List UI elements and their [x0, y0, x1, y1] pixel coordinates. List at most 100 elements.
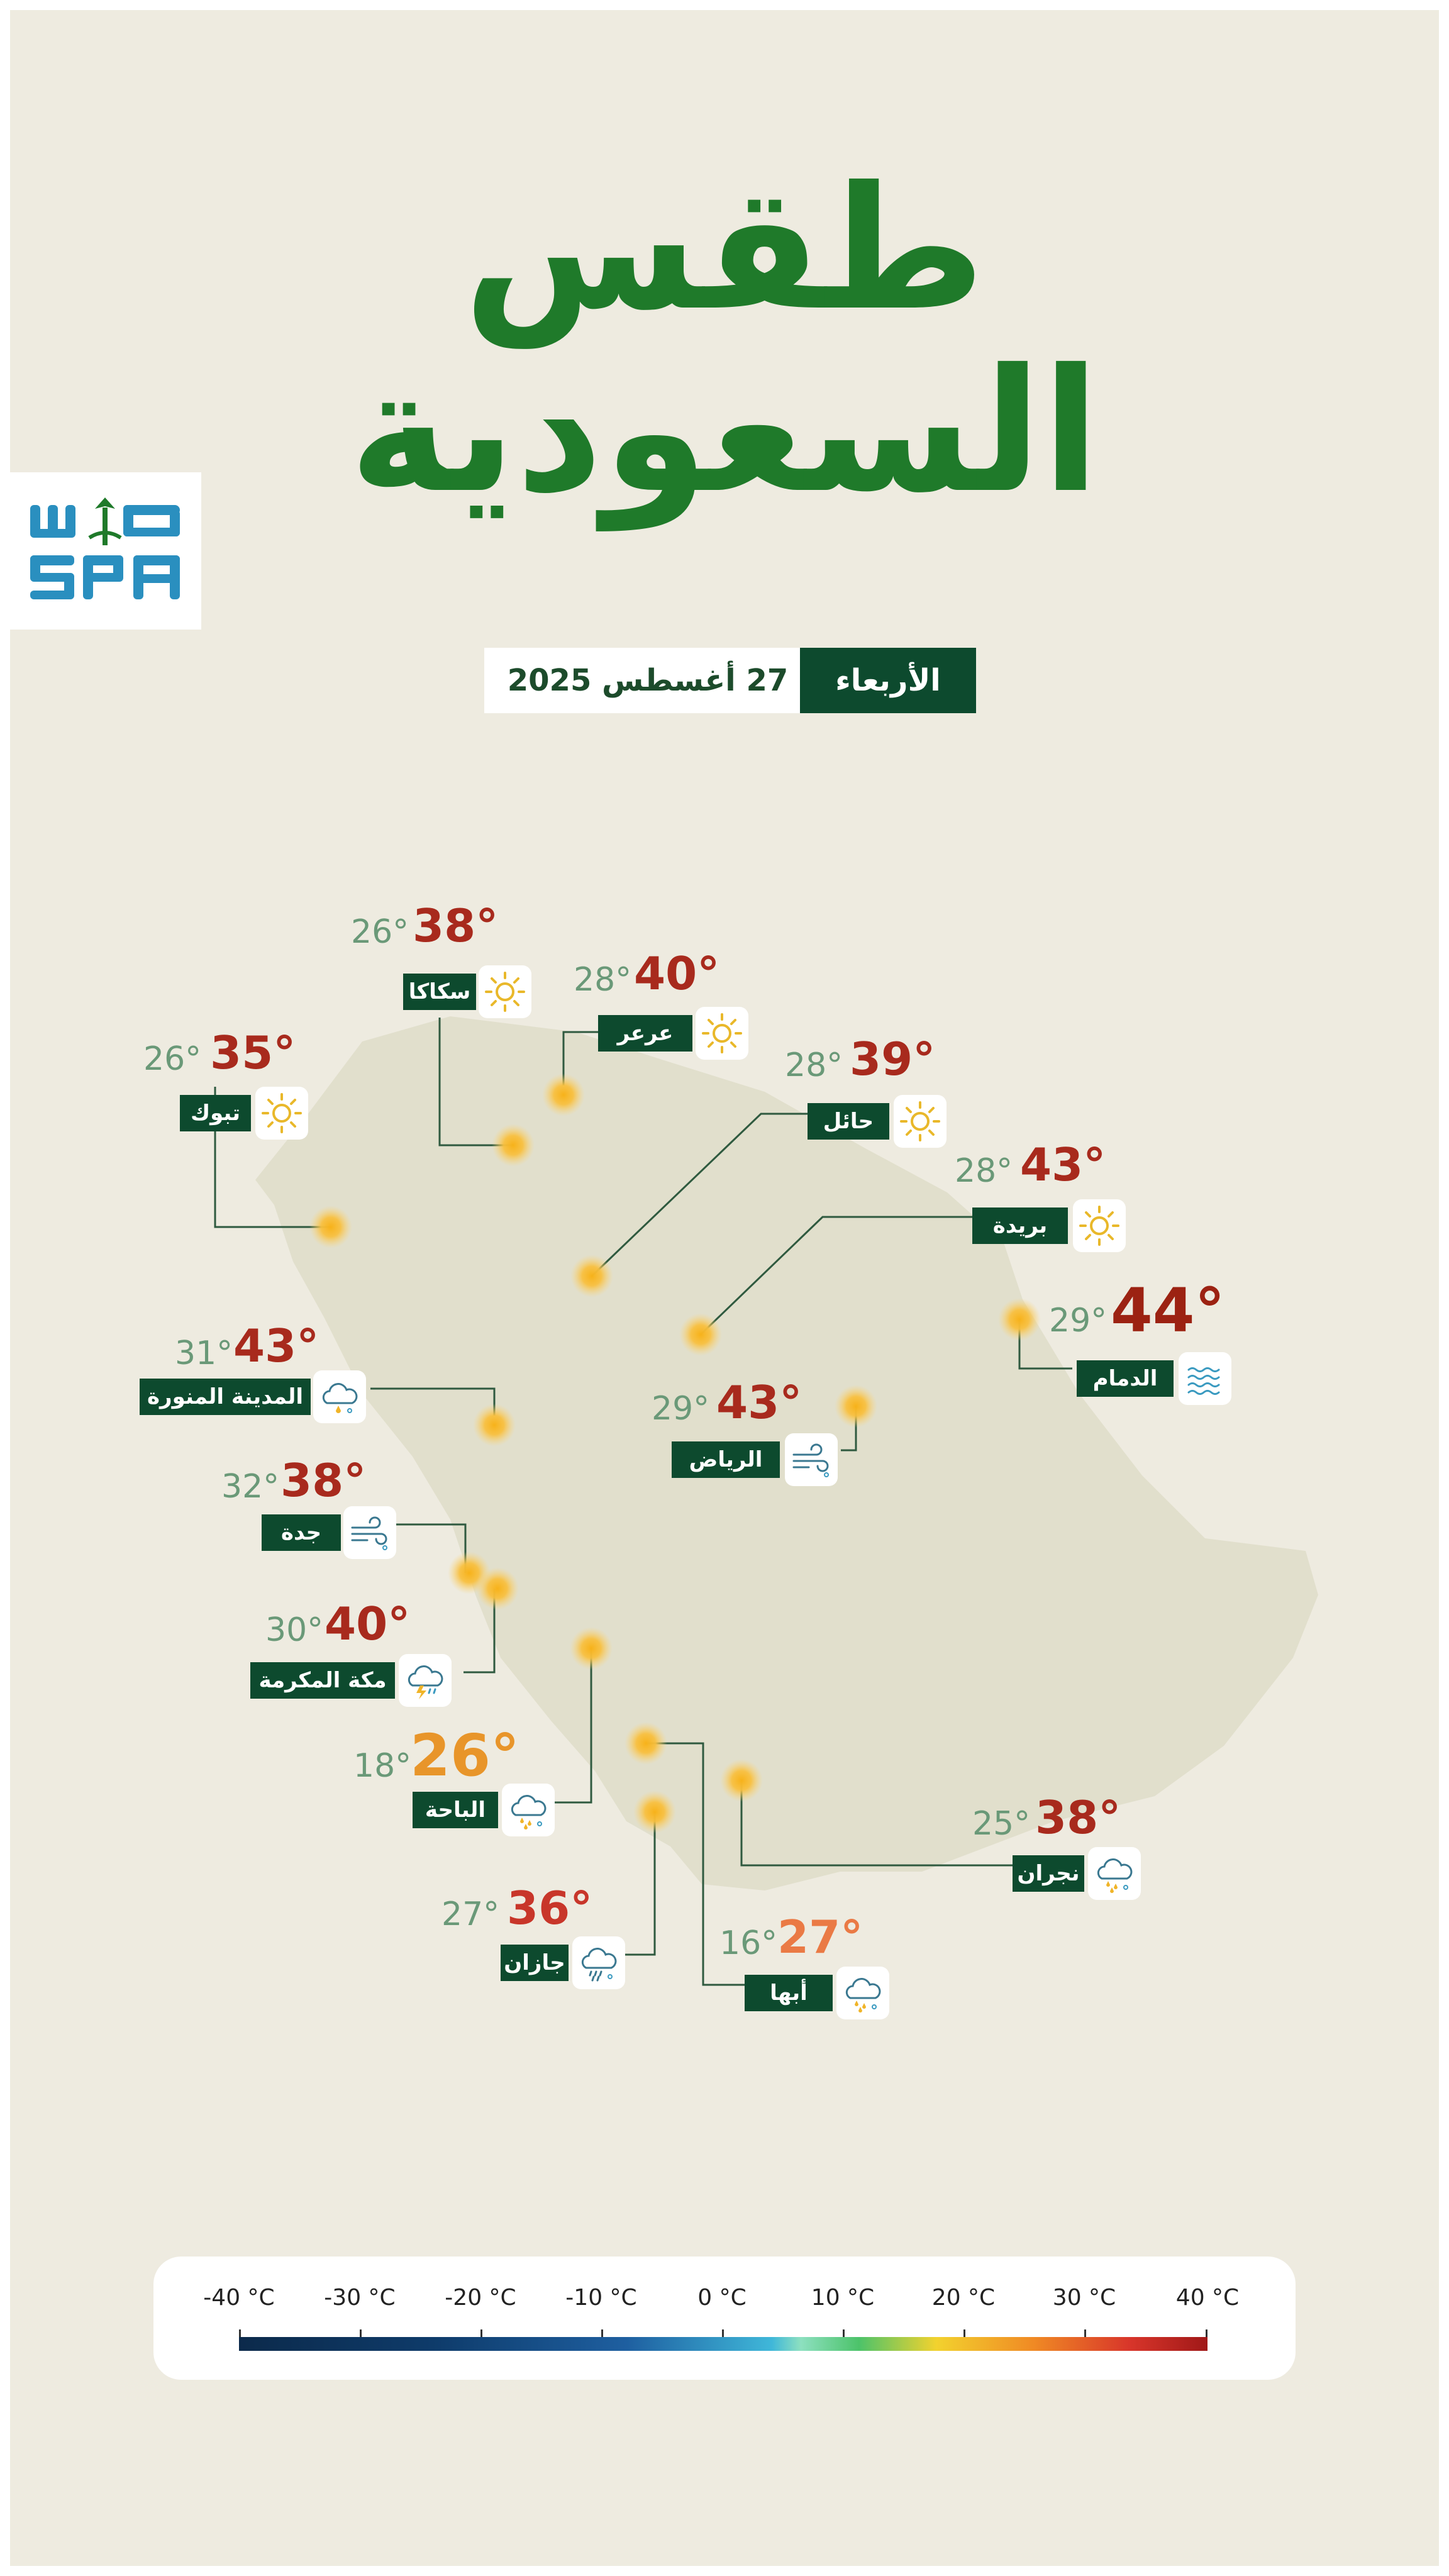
city-low-temp: 26° [143, 1040, 202, 1078]
city-low-temp: 28° [785, 1046, 843, 1084]
city-label-sakaka: سكاكا [403, 974, 476, 1010]
city-high-temp: 27° [777, 1911, 863, 1963]
city-high-temp: 38° [413, 899, 499, 952]
city-low-temp: 29° [1049, 1302, 1108, 1340]
city-label-hail: حائل [808, 1103, 889, 1140]
legend-label: 0 °C [697, 2285, 747, 2311]
haze-icon [1179, 1352, 1231, 1405]
sun-icon [894, 1095, 947, 1148]
legend-label: 10 °C [811, 2285, 875, 2311]
connector-najran [740, 1780, 1013, 1867]
infographic-page: طقس السعودية [10, 10, 1439, 2566]
connector-buraidah [699, 1216, 972, 1336]
cloud-rain-icon [1088, 1847, 1141, 1900]
city-high-temp: 38° [1035, 1791, 1121, 1844]
spa-logo [10, 472, 201, 630]
city-label-baha: الباحة [413, 1792, 498, 1828]
date-label: 27 أغسطس 2025 [484, 648, 811, 713]
city-label-madinah: المدينة المنورة [140, 1379, 311, 1415]
legend-tick [480, 2329, 482, 2337]
city-low-temp: 32° [221, 1468, 280, 1506]
cloud-rain-icon [836, 1967, 889, 2019]
city-low-temp: 28° [955, 1152, 1013, 1190]
city-dot [633, 1790, 676, 1833]
connector-baha [555, 1648, 592, 1804]
city-high-temp: 36° [507, 1882, 593, 1935]
cloud-showers-icon [572, 1936, 625, 1989]
connector-abha [646, 1742, 745, 1986]
city-label-abha: أبها [745, 1975, 833, 2011]
city-low-temp: 29° [652, 1390, 710, 1428]
city-high-temp: 35° [210, 1026, 296, 1079]
city-dot [679, 1313, 722, 1356]
cloud-rain-icon [502, 1784, 555, 1836]
city-dot [542, 1074, 585, 1116]
city-low-temp: 27° [441, 1896, 500, 1933]
city-label-jazan: جازان [501, 1945, 569, 1981]
legend-label: -20 °C [445, 2285, 516, 2311]
legend-label: 40 °C [1175, 2285, 1240, 2311]
city-low-temp: 25° [972, 1805, 1031, 1843]
connector-jazan [625, 1812, 656, 1956]
legend-tick [963, 2329, 965, 2337]
city-low-temp: 18° [353, 1747, 412, 1785]
legend-color-bar [239, 2337, 1208, 2351]
city-low-temp: 26° [351, 913, 409, 951]
city-label-tabuk: تبوك [180, 1095, 251, 1131]
connector-sakaka [438, 1018, 513, 1146]
legend-label: -30 °C [324, 2285, 396, 2311]
city-label-jeddah: جدة [262, 1514, 341, 1551]
saudi-map [214, 1016, 1318, 1986]
city-dot [835, 1385, 877, 1428]
legend-label: 20 °C [931, 2285, 996, 2311]
legend-tick [1206, 2329, 1208, 2337]
connector-arar [562, 1031, 598, 1085]
city-low-temp: 16° [719, 1924, 778, 1962]
city-low-temp: 31° [175, 1335, 233, 1372]
city-dot [492, 1124, 535, 1167]
cloud-drizzle-icon [313, 1370, 366, 1423]
title-line-1: طقس [463, 150, 986, 348]
legend-label: 30 °C [1052, 2285, 1116, 2311]
city-dot [570, 1255, 613, 1297]
temperature-legend: -40 °C -30 °C -20 °C -10 °C 0 °C 10 °C 2… [153, 2257, 1296, 2380]
legend-tick [360, 2329, 362, 2337]
city-high-temp: 44° [1111, 1275, 1225, 1346]
city-high-temp: 43° [233, 1319, 319, 1372]
city-high-temp: 40° [634, 947, 720, 1000]
thunderstorm-icon [399, 1654, 452, 1707]
city-dot [625, 1722, 667, 1765]
city-dot [473, 1404, 516, 1446]
legend-tick [722, 2329, 724, 2337]
legend-tick [1084, 2329, 1086, 2337]
wind-icon [343, 1506, 396, 1559]
sun-icon [1073, 1199, 1126, 1252]
city-high-temp: 39° [850, 1033, 936, 1085]
connector-hail [591, 1113, 808, 1277]
legend-label: -10 °C [565, 2285, 637, 2311]
sun-icon [255, 1087, 308, 1140]
city-label-dammam: الدمام [1077, 1360, 1174, 1397]
city-dots [309, 1074, 1041, 1833]
city-high-temp: 43° [716, 1376, 802, 1429]
city-dot [476, 1567, 519, 1610]
legend-tick [601, 2329, 603, 2337]
sun-icon [696, 1007, 748, 1060]
legend-label: -40 °C [203, 2285, 275, 2311]
city-high-temp: 40° [325, 1597, 411, 1650]
city-high-temp: 26° [410, 1722, 520, 1789]
city-label-arar: عرعر [598, 1015, 692, 1052]
legend-tick [239, 2329, 241, 2337]
wind-icon [785, 1433, 838, 1486]
sun-icon [479, 965, 531, 1018]
city-dot [570, 1627, 613, 1670]
city-low-temp: 28° [574, 961, 632, 999]
day-label: الأربعاء [800, 648, 976, 713]
title-line-2: السعودية [348, 332, 1101, 530]
city-dot [309, 1206, 352, 1248]
legend-tick [843, 2329, 845, 2337]
city-label-makkah: مكة المكرمة [250, 1662, 395, 1699]
city-label-riyadh: الرياض [672, 1441, 780, 1478]
connector-tabuk [214, 1087, 331, 1228]
city-high-temp: 43° [1020, 1138, 1106, 1191]
